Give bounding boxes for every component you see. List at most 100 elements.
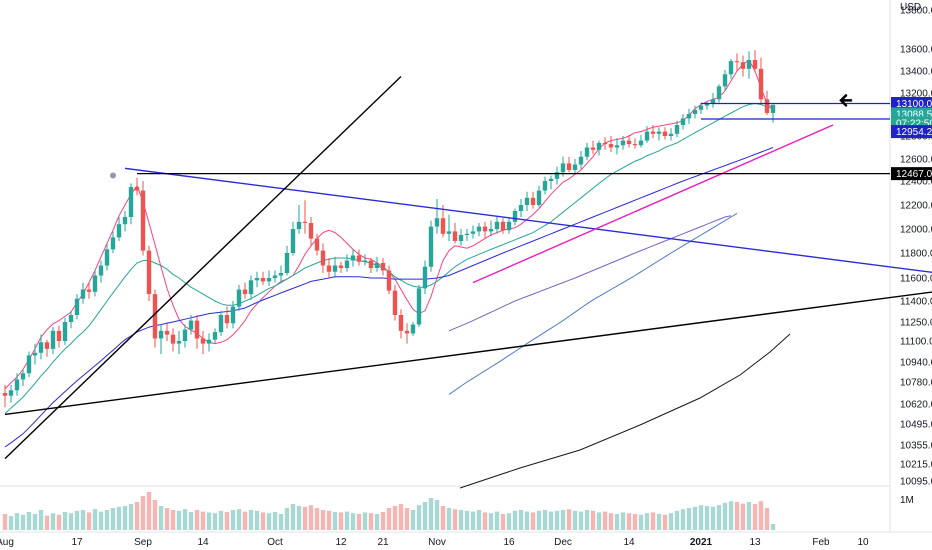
candle-body [734, 61, 740, 63]
volume-bar [704, 506, 710, 530]
candle-body [26, 355, 32, 374]
volume-bar [632, 514, 638, 530]
candle-body [488, 229, 494, 232]
price-tag [891, 125, 932, 139]
volume-bar [350, 513, 356, 530]
volume-bar [506, 513, 512, 530]
price-axis[interactable]: 13800.0013600.0013400.0013200.0013000.00… [900, 2, 932, 506]
volume-bar [758, 501, 764, 530]
x-tick-label: Dec [554, 537, 572, 548]
trend-line [4, 75, 402, 460]
candle-body [38, 342, 44, 353]
volume-bar [722, 502, 728, 530]
candle-body [290, 229, 296, 253]
volume-bar [260, 512, 266, 530]
candle-body [458, 235, 464, 241]
volume-bar [476, 510, 482, 530]
volume-bar [38, 510, 44, 530]
candle-body [770, 104, 776, 113]
price-tag-label: 07:22:50 [896, 118, 932, 129]
candle-body [362, 260, 368, 262]
volume-bar [638, 514, 644, 530]
candle-body [20, 373, 26, 380]
candle-body [176, 341, 182, 344]
price-tag-label: 13100.00 [896, 99, 932, 110]
volume-bar [338, 512, 344, 530]
currency-label: USD [900, 2, 921, 13]
candle-body [596, 142, 602, 150]
y-tick-label: 12600.00 [900, 155, 932, 166]
volume-bar [320, 510, 326, 530]
volume-bar [410, 510, 416, 530]
volume-bar [422, 502, 428, 530]
candle-body [398, 315, 404, 331]
volume-bar [668, 513, 674, 530]
volume-bar [626, 513, 632, 530]
volume-bar [500, 514, 506, 530]
candles[interactable] [2, 50, 776, 408]
y-tick-label: 11600.00 [900, 274, 932, 285]
volume-bar [728, 501, 734, 530]
volume-bar [572, 510, 578, 530]
volume-bar [98, 511, 104, 530]
moving-average-line [448, 212, 738, 395]
candle-body [104, 249, 110, 266]
candle-body [188, 320, 194, 330]
x-tick-label: Aug [0, 537, 14, 548]
volume-bar [446, 508, 452, 530]
moving-average-line [459, 333, 791, 489]
candle-body [302, 221, 308, 223]
candle-body [662, 131, 668, 136]
x-tick-label: 21 [377, 537, 389, 548]
candle-body [446, 231, 452, 234]
candle-body [122, 217, 128, 225]
candle-body [578, 156, 584, 165]
volume-bar [224, 512, 230, 530]
volume-bar [404, 508, 410, 530]
volume-bar [680, 509, 686, 530]
volume-bar [80, 510, 86, 530]
candle-body [722, 74, 728, 87]
candle-body [32, 352, 38, 356]
candle-body [50, 330, 56, 349]
volume-bar [236, 509, 242, 530]
candle-body [110, 237, 116, 250]
candle-body [386, 270, 392, 291]
candle-body [572, 164, 578, 170]
candle-body [518, 205, 524, 211]
candle-body [608, 144, 614, 148]
candle-body [752, 60, 758, 69]
y-tick-label: 10620.00 [900, 400, 932, 411]
candle-body [2, 393, 8, 396]
candle-body [152, 294, 158, 339]
volume-bar [488, 513, 494, 530]
candle-body [200, 338, 206, 344]
volume-bar [698, 505, 704, 530]
candle-body [56, 330, 62, 341]
candle-body [728, 61, 734, 75]
candle-body [146, 250, 152, 295]
y-tick-label: 12400.00 [900, 177, 932, 188]
drawings[interactable] [4, 75, 932, 460]
y-tick-label: 10355.00 [900, 441, 932, 452]
volume-bar [20, 514, 26, 530]
y-tick-label: 11800.00 [900, 249, 932, 260]
volume-bar [68, 513, 74, 530]
volume-bar [746, 502, 752, 530]
candle-body [212, 332, 218, 340]
candle-body [242, 289, 248, 295]
candle-body [602, 142, 608, 145]
volume-bar [122, 506, 128, 530]
moving-average-line [4, 147, 774, 448]
y-tick-label: 13400.00 [900, 67, 932, 78]
candle-body [272, 275, 278, 278]
moving-averages [4, 59, 791, 489]
candle-body [338, 265, 344, 268]
candle-body [260, 278, 266, 282]
y-tick-label: 10780.00 [900, 378, 932, 389]
time-axis[interactable]: Aug 17 Sep 14 Oct 12 21 Nov 16 Dec 14 2021 13 Feb 10 [0, 537, 869, 548]
y-tick-label: 10095.00 [900, 477, 932, 488]
